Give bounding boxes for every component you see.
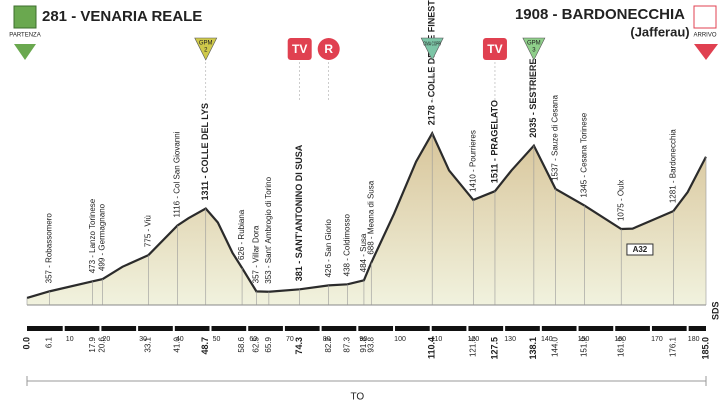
x-tick-label: 80 [323, 336, 331, 343]
waypoint-name: 1511 - PRAGELATO [489, 100, 499, 183]
x-tick-label: 180 [688, 336, 700, 343]
waypoint-km: 33.1 [144, 336, 153, 352]
waypoint-km: 82.2 [324, 336, 333, 352]
waypoint-km: 48.7 [200, 337, 210, 355]
profile-fill [27, 133, 706, 305]
start-icon [13, 5, 37, 29]
icon-shape [194, 37, 218, 61]
x-tick-label: 40 [176, 336, 184, 343]
waypoint-km: 20.6 [98, 336, 107, 352]
icon-text: GPM [199, 41, 213, 47]
waypoint-name: 1075 - Oulx [616, 180, 625, 221]
waypoint-name: 1281 - Bardonecchia [668, 129, 677, 203]
waypoint-name: 1311 - COLLE DEL LYS [200, 103, 210, 201]
waypoint-km: 127.5 [489, 337, 499, 360]
icon-text: GPM [527, 41, 541, 47]
waypoint-km: 93.8 [366, 336, 375, 352]
waypoint-km: 0.0 [21, 337, 31, 350]
waypoint-name: 688 - Meana di Susa [366, 180, 375, 254]
waypoint-name: 357 - Robassomero [44, 213, 53, 284]
waypoint-km: 110.4 [427, 337, 437, 359]
x-tick-label: 110 [431, 336, 442, 343]
icon-shape [522, 37, 546, 61]
road-label: A32 [633, 245, 648, 254]
province-label: TO [350, 392, 364, 403]
finish-title: 1908 - BARDONECCHIA [515, 6, 685, 23]
x-tick-label: 160 [614, 336, 626, 343]
waypoint-name: 426 - San Giorio [324, 219, 333, 278]
x-tick-label: 60 [249, 336, 257, 343]
icon-shape [420, 37, 444, 61]
waypoint-name: 1537 - Sauze di Cesana [551, 95, 560, 181]
waypoint-km: 87.3 [343, 336, 352, 352]
x-tick-label: 50 [213, 336, 221, 343]
waypoint-km: 144.0 [551, 336, 560, 357]
waypoint-km: 41.0 [173, 336, 182, 352]
brand: SDS [710, 301, 720, 320]
waypoint-km: 121.6 [468, 336, 477, 357]
waypoint-km: 6.1 [44, 336, 53, 348]
waypoint-km: 185.0 [700, 337, 710, 360]
waypoint-name: 1345 - Cesana Torinese [580, 112, 589, 197]
x-tick-label: 10 [66, 336, 74, 343]
waypoint-km: 62.5 [252, 336, 261, 352]
x-tick-label: 30 [139, 336, 147, 343]
x-tick-label: 150 [578, 336, 590, 343]
icon-text: TV [292, 42, 307, 56]
km-strip [27, 326, 706, 331]
waypoint-name: 2178 - COLLE DELLE FINESTRE [427, 0, 437, 125]
waypoint-name: 381 - SANT'ANTONINO DI SUSA [294, 144, 304, 281]
waypoint-name: 775 - Viù [144, 215, 153, 247]
road-box [626, 243, 654, 256]
finish-icon [693, 5, 717, 29]
start-label: PARTENZA [9, 33, 40, 39]
icon-shape [482, 38, 507, 60]
waypoint-km: 65.9 [264, 336, 273, 352]
finish-label: ARRIVO [693, 33, 716, 39]
waypoint-km: 74.3 [294, 337, 304, 355]
waypoint-name: 353 - Sant' Ambrogio di Torino [264, 176, 273, 283]
icon-shape [317, 38, 340, 60]
waypoint-name: 484 - Susa [359, 233, 368, 272]
waypoint-name: 1410 - Pourrieres [468, 130, 477, 192]
start-flag [14, 44, 36, 60]
icon-text: R [324, 42, 333, 56]
icon-text: CIMA COPPI [423, 41, 441, 47]
finish-subtitle: (Jafferau) [630, 24, 689, 39]
waypoint-name: 499 - Germagnano [98, 203, 107, 271]
start-title: 281 - VENARIA REALE [42, 8, 202, 25]
waypoint-km: 151.9 [580, 336, 589, 357]
waypoint-km: 17.9 [88, 336, 97, 352]
finish-flag [694, 44, 718, 60]
waypoint-name: 2035 - SESTRIERE [528, 59, 538, 138]
x-tick-label: 100 [394, 336, 406, 343]
x-tick-label: 130 [504, 336, 516, 343]
waypoint-km: 161.9 [616, 336, 625, 357]
icon-sub: 2 [204, 48, 208, 54]
x-tick-label: 20 [103, 336, 111, 343]
x-tick-label: 70 [286, 336, 294, 343]
x-tick-label: 140 [541, 336, 553, 343]
x-tick-label: 90 [359, 336, 367, 343]
icon-sub: 3 [532, 48, 536, 54]
waypoint-name: 626 - Rubiana [237, 209, 246, 260]
waypoint-km: 91.8 [359, 336, 368, 352]
waypoint-km: 58.6 [237, 336, 246, 352]
waypoint-name: 357 - Villar Dora [252, 225, 261, 283]
x-tick-label: 170 [651, 336, 663, 343]
icon-shape [287, 38, 312, 60]
waypoint-name: 1116 - Col San Giovanni [173, 131, 182, 217]
waypoint-name: 438 - Coldimosso [343, 214, 352, 277]
waypoint-km: 138.1 [528, 337, 538, 360]
x-tick-label: 120 [468, 336, 480, 343]
waypoint-name: 473 - Lanzo Torinese [88, 198, 97, 273]
icon-text: TV [487, 42, 502, 56]
waypoint-km: 176.1 [668, 336, 677, 357]
